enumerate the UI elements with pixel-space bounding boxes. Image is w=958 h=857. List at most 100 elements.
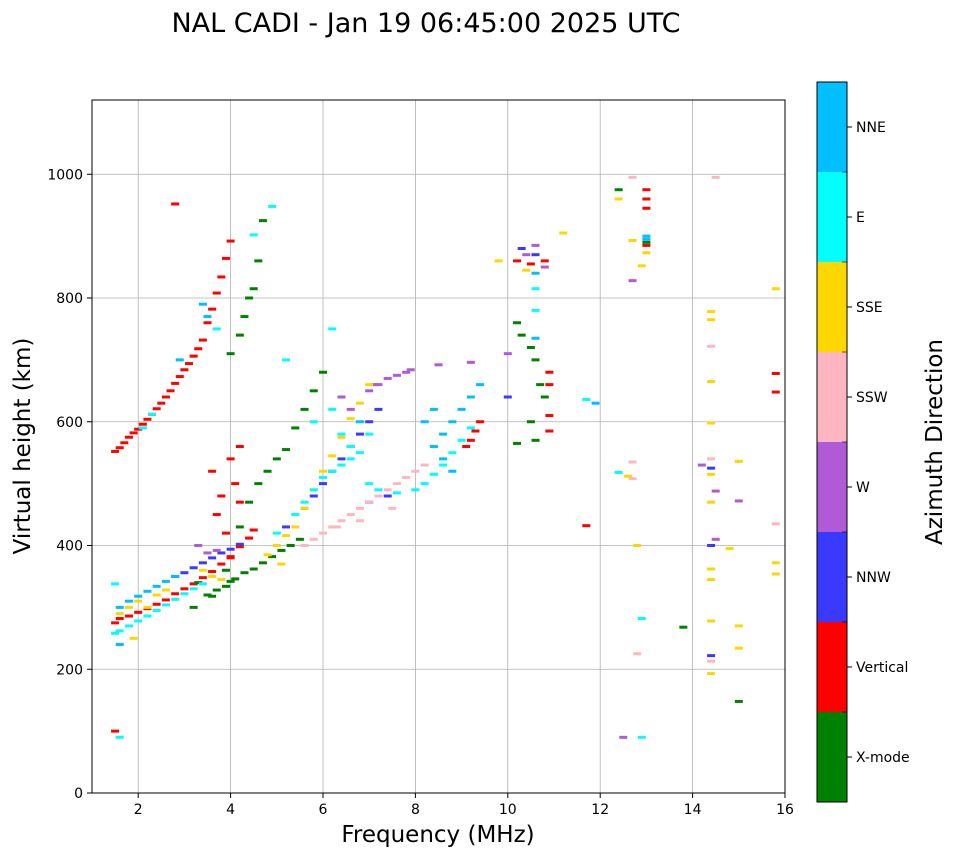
data-point-nne bbox=[198, 302, 207, 306]
data-point-vertical bbox=[111, 449, 120, 453]
data-point-w bbox=[402, 370, 411, 374]
data-point-vertical bbox=[476, 420, 485, 424]
data-point-x-mode bbox=[295, 537, 304, 541]
data-point-sse bbox=[115, 612, 124, 616]
data-point-vertical bbox=[642, 206, 651, 210]
data-point-nnw bbox=[226, 547, 235, 551]
y-tick-label: 800 bbox=[56, 291, 83, 307]
data-point-ssw bbox=[374, 494, 383, 498]
data-point-e bbox=[152, 608, 161, 612]
data-point-nne bbox=[642, 237, 651, 241]
data-point-sse bbox=[208, 574, 217, 578]
data-point-sse bbox=[522, 268, 531, 272]
colorbar-segment bbox=[817, 532, 847, 622]
colorbar-tick-label: E bbox=[856, 210, 865, 226]
data-point-sse bbox=[707, 380, 716, 384]
data-point-nne bbox=[466, 395, 475, 399]
data-point-ssw bbox=[402, 475, 411, 479]
data-point-sse bbox=[707, 318, 716, 322]
colorbar-segment bbox=[817, 622, 847, 712]
data-point-e bbox=[337, 432, 346, 436]
data-point-e bbox=[365, 432, 374, 436]
data-point-vertical bbox=[771, 371, 780, 375]
data-point-sse bbox=[707, 619, 716, 623]
data-point-e bbox=[420, 482, 429, 486]
data-point-nnw bbox=[319, 482, 327, 486]
colorbar-tick-label: NNW bbox=[856, 570, 891, 586]
data-point-vertical bbox=[642, 188, 651, 192]
data-point-e bbox=[346, 445, 355, 448]
data-point-nnw bbox=[707, 654, 716, 658]
data-point-ssw bbox=[332, 525, 341, 529]
data-point-sse bbox=[614, 197, 623, 201]
data-point-sse bbox=[355, 401, 364, 405]
data-point-nne bbox=[171, 574, 180, 578]
data-point-vertical bbox=[208, 569, 217, 573]
data-point-ssw bbox=[707, 659, 716, 663]
data-point-w bbox=[522, 253, 531, 257]
data-point-nne bbox=[439, 457, 448, 461]
data-point-vertical bbox=[180, 587, 189, 591]
data-point-vertical bbox=[226, 457, 235, 461]
data-point-vertical bbox=[771, 390, 780, 394]
data-point-x-mode bbox=[517, 333, 526, 337]
data-point-nnw bbox=[374, 407, 383, 411]
data-point-vertical bbox=[642, 197, 651, 201]
data-point-vertical bbox=[235, 500, 244, 504]
data-point-vertical bbox=[157, 401, 166, 405]
data-point-w bbox=[212, 548, 221, 552]
data-point-vertical bbox=[235, 445, 244, 448]
data-point-vertical bbox=[221, 531, 230, 535]
data-point-vertical bbox=[208, 469, 217, 473]
data-point-e bbox=[374, 488, 383, 492]
data-point-vertical bbox=[124, 435, 133, 439]
x-tick-label: 10 bbox=[499, 802, 517, 818]
data-point-nne bbox=[161, 579, 170, 583]
data-point-vertical bbox=[185, 362, 194, 366]
data-point-x-mode bbox=[536, 383, 545, 387]
colorbar-label: Azimuth Direction bbox=[922, 339, 948, 545]
data-point-nnw bbox=[309, 494, 318, 498]
x-tick-label: 16 bbox=[776, 802, 794, 818]
x-tick-label: 6 bbox=[319, 802, 328, 818]
data-point-sse bbox=[725, 547, 734, 551]
data-point-vertical bbox=[124, 614, 133, 618]
data-point-x-mode bbox=[226, 352, 235, 356]
data-point-x-mode bbox=[240, 571, 249, 575]
data-point-x-mode bbox=[309, 389, 318, 393]
data-point-vertical bbox=[138, 422, 147, 426]
data-point-x-mode bbox=[277, 548, 286, 552]
data-point-e bbox=[111, 631, 120, 635]
data-point-nnw bbox=[282, 525, 291, 529]
data-point-vertical bbox=[120, 441, 129, 445]
data-point-e bbox=[365, 482, 374, 486]
data-point-nne bbox=[531, 336, 540, 340]
data-point-sse bbox=[217, 578, 226, 582]
data-point-sse bbox=[494, 259, 503, 263]
plot-frame bbox=[91, 99, 786, 794]
data-point-vertical bbox=[171, 592, 180, 596]
data-point-sse bbox=[633, 544, 642, 547]
data-point-sse bbox=[263, 553, 272, 557]
data-point-vertical bbox=[111, 621, 120, 625]
data-point-w bbox=[337, 395, 346, 399]
data-point-sse bbox=[771, 561, 780, 565]
data-point-ssw bbox=[328, 525, 337, 529]
data-point-nne bbox=[476, 383, 485, 387]
data-point-x-mode bbox=[249, 287, 258, 291]
data-point-sse bbox=[365, 383, 374, 387]
data-point-x-mode bbox=[203, 593, 212, 597]
data-point-nne bbox=[448, 469, 457, 473]
data-point-e bbox=[531, 308, 540, 312]
data-point-sse bbox=[707, 500, 716, 504]
data-point-ssw bbox=[355, 506, 364, 510]
data-point-vertical bbox=[152, 407, 161, 411]
data-point-vertical bbox=[180, 368, 189, 372]
data-point-sse bbox=[707, 578, 716, 582]
x-tick-label: 2 bbox=[134, 802, 143, 818]
y-tick-label: 400 bbox=[56, 539, 83, 555]
data-point-nnw bbox=[189, 566, 198, 570]
data-point-e bbox=[268, 204, 277, 208]
data-point-vertical bbox=[466, 438, 475, 442]
data-point-vertical bbox=[545, 414, 554, 418]
